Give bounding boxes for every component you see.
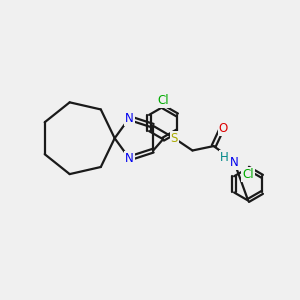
Text: N: N (125, 152, 134, 165)
Text: N: N (230, 156, 239, 169)
Text: N: N (125, 112, 134, 124)
Text: S: S (170, 132, 178, 145)
Text: H: H (220, 152, 229, 164)
Text: O: O (219, 122, 228, 135)
Text: Cl: Cl (157, 94, 169, 107)
Text: Cl: Cl (242, 168, 254, 181)
